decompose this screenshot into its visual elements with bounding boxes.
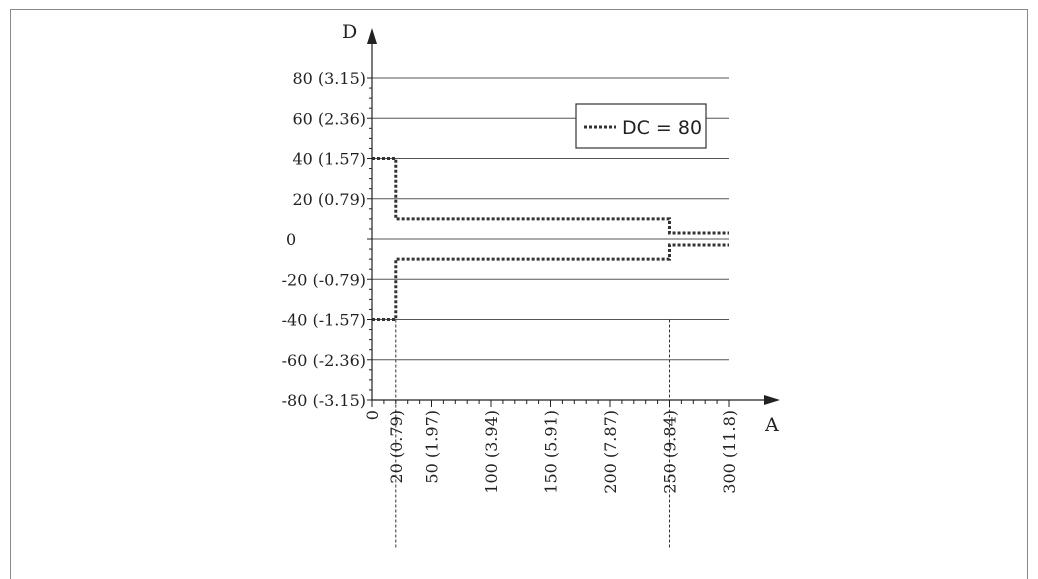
x-axis-arrow: [764, 395, 780, 405]
y-tick-label: -40 (-1.57): [282, 311, 366, 330]
series-line-lower: [372, 243, 729, 321]
x-ticks: 0 20 (0.79) 50 (1.97) 100 (3.94) 150 (5.91) 2…: [363, 410, 739, 494]
legend: DC = 80: [575, 103, 707, 149]
y-axis-arrow: [367, 28, 377, 44]
y-tick-label: 40 (1.57): [292, 150, 366, 169]
x-tick-label: 200 (7.87): [601, 410, 620, 494]
y-tick-label: -80 (-3.15): [282, 391, 366, 410]
x-tick-label: 300 (11.8): [720, 410, 739, 494]
reference-lines: [395, 319, 670, 548]
x-axis-label: A: [764, 414, 779, 436]
y-tick-label: -20 (-0.79): [282, 270, 366, 289]
series-line-upper: [372, 157, 729, 235]
x-tick-label: 250 (9.84): [661, 410, 680, 494]
figure-frame: [10, 9, 1028, 579]
x-tick-label: 50 (1.97): [423, 410, 442, 484]
y-axis-label: D: [342, 21, 357, 43]
y-tick-label: 0: [286, 230, 296, 249]
grid: [372, 77, 729, 361]
series-layer: [372, 157, 729, 321]
x-tick-label: 150 (5.91): [542, 410, 561, 494]
x-tick-label: 20 (0.79): [387, 410, 406, 484]
legend-label: DC = 80: [622, 117, 702, 139]
x-tick-label: 0: [363, 410, 382, 420]
y-tick-label: -60 (-2.36): [282, 351, 366, 370]
y-ticks: 80 (3.15) 60 (2.36) 40 (1.57) 20 (0.79) 0 -20…: [282, 69, 366, 410]
y-tick-label: 60 (2.36): [292, 109, 366, 128]
y-tick-label: 80 (3.15): [292, 69, 366, 88]
axes: [367, 28, 780, 407]
legend-box: [575, 103, 707, 149]
y-tick-label: 20 (0.79): [292, 190, 366, 209]
x-tick-label: 100 (3.94): [482, 410, 501, 494]
